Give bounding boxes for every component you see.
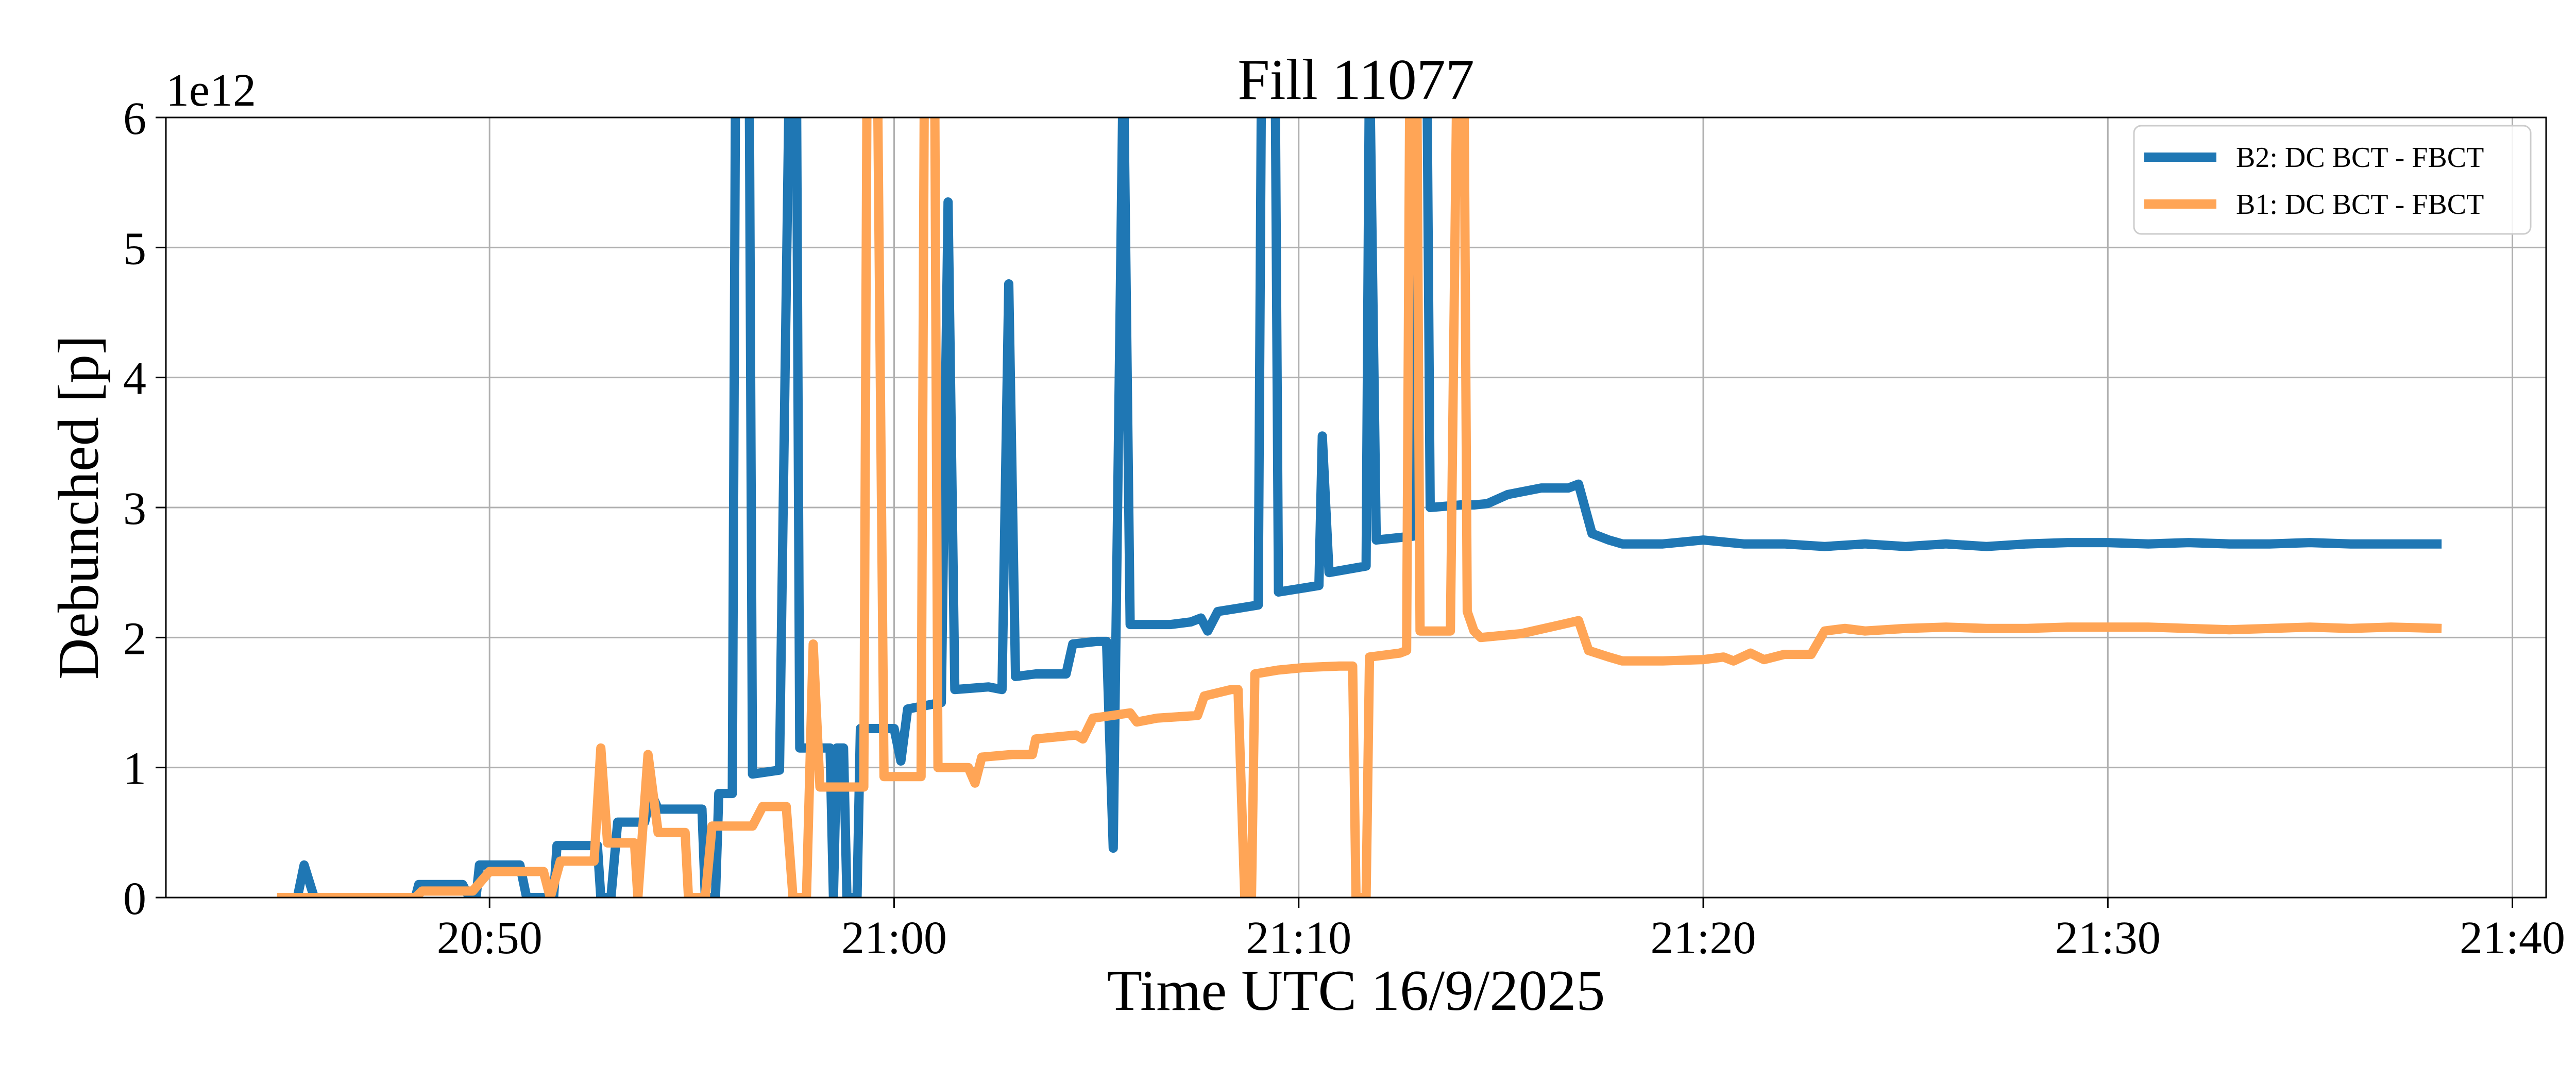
legend-label-b1: B1: DC BCT - FBCT bbox=[2236, 189, 2484, 221]
y-tick-label: 3 bbox=[123, 483, 146, 534]
legend-box bbox=[2133, 125, 2532, 235]
y-axis-label: Debunched [p] bbox=[47, 335, 111, 680]
y-tick-label: 4 bbox=[123, 353, 146, 404]
x-tick-label: 21:30 bbox=[2055, 912, 2161, 963]
legend[interactable]: B2: DC BCT - FBCT B1: DC BCT - FBCT bbox=[2133, 125, 2532, 235]
legend-label-b2: B2: DC BCT - FBCT bbox=[2236, 142, 2484, 174]
series-layer bbox=[277, 117, 2442, 898]
x-tick-label: 21:40 bbox=[2460, 912, 2565, 963]
x-axis: 20:50 21:00 21:10 21:20 21:30 21:40 bbox=[437, 898, 2565, 963]
x-tick-label: 21:10 bbox=[1246, 912, 1351, 963]
y-tick-label: 1 bbox=[123, 743, 146, 794]
series-line-b1 bbox=[277, 117, 2442, 898]
x-tick-label: 21:00 bbox=[841, 912, 947, 963]
y-tick-label: 0 bbox=[123, 873, 146, 924]
x-axis-label: Time UTC 16/9/2025 bbox=[1107, 959, 1605, 1023]
chart-title: Fill 11077 bbox=[1238, 48, 1474, 112]
y-offset-label: 1e12 bbox=[166, 65, 256, 116]
y-axis: 0 1 2 3 4 5 6 bbox=[123, 93, 166, 924]
y-tick-label: 2 bbox=[123, 613, 146, 664]
x-tick-label: 20:50 bbox=[437, 912, 543, 963]
x-tick-label: 21:20 bbox=[1651, 912, 1756, 963]
y-tick-label: 5 bbox=[123, 223, 146, 274]
y-tick-label: 6 bbox=[123, 93, 146, 144]
series-line-b2 bbox=[277, 117, 2442, 898]
